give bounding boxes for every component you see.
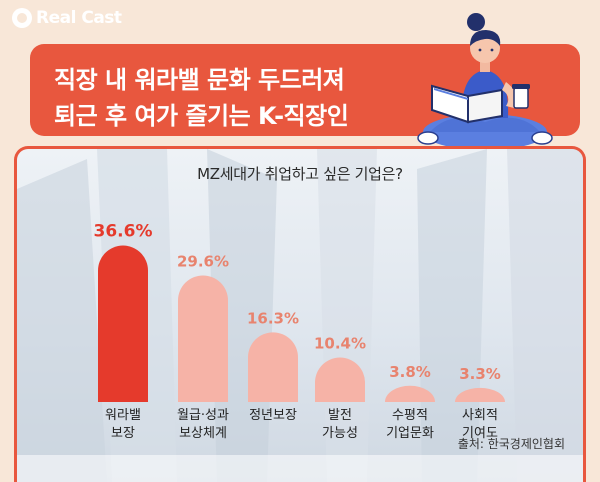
value-label-5: 3.3% (459, 365, 501, 383)
bar-5 (455, 387, 505, 402)
value-label-4: 3.8% (389, 363, 431, 381)
category-label-3-0: 발전 (328, 408, 352, 423)
bar-3 (315, 357, 365, 402)
category-label-1-1: 보상체계 (179, 426, 227, 441)
category-label-1-0: 월급·성과 (177, 408, 229, 423)
category-label-0-0: 워라밸 (105, 408, 141, 423)
value-label-0: 36.6% (94, 222, 153, 242)
source-note: 출처: 한국경제인협회 (457, 437, 565, 451)
value-label-1: 29.6% (177, 252, 229, 270)
bar-0 (98, 245, 148, 402)
brand-logo: Real Cast (12, 8, 122, 28)
category-label-4-1: 기업문화 (386, 426, 434, 441)
value-label-2: 16.3% (247, 309, 299, 327)
bar-1 (178, 275, 228, 402)
brand-mark-icon (12, 8, 32, 28)
bar-4 (385, 385, 435, 402)
category-label-3-1: 가능성 (322, 426, 358, 441)
category-label-4-0: 수평적 (392, 408, 428, 423)
category-label-5-1: 기여도 (462, 426, 498, 441)
value-label-3: 10.4% (314, 335, 366, 353)
chart-title: MZ세대가 취업하고 싶은 기업은? (197, 165, 403, 183)
headline-line-1: 직장 내 워라밸 문화 두드러져 (54, 66, 345, 94)
reading-woman-illustration (417, 13, 553, 150)
brand-name: Real Cast (36, 8, 122, 28)
bar-2 (248, 332, 298, 402)
category-label-2-0: 정년보장 (249, 408, 297, 423)
headline-line-2: 퇴근 후 여가 즐기는 K-직장인 (54, 102, 349, 130)
category-label-5-0: 사회적 (462, 408, 498, 423)
chart-footer-band (17, 455, 583, 482)
category-label-0-1: 보장 (111, 426, 135, 441)
